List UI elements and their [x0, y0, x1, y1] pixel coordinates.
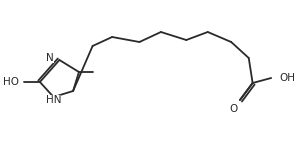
Text: N: N — [46, 53, 54, 63]
Text: HO: HO — [3, 77, 19, 87]
Text: O: O — [229, 104, 237, 114]
Text: HN: HN — [46, 95, 61, 105]
Text: OH: OH — [279, 73, 295, 83]
